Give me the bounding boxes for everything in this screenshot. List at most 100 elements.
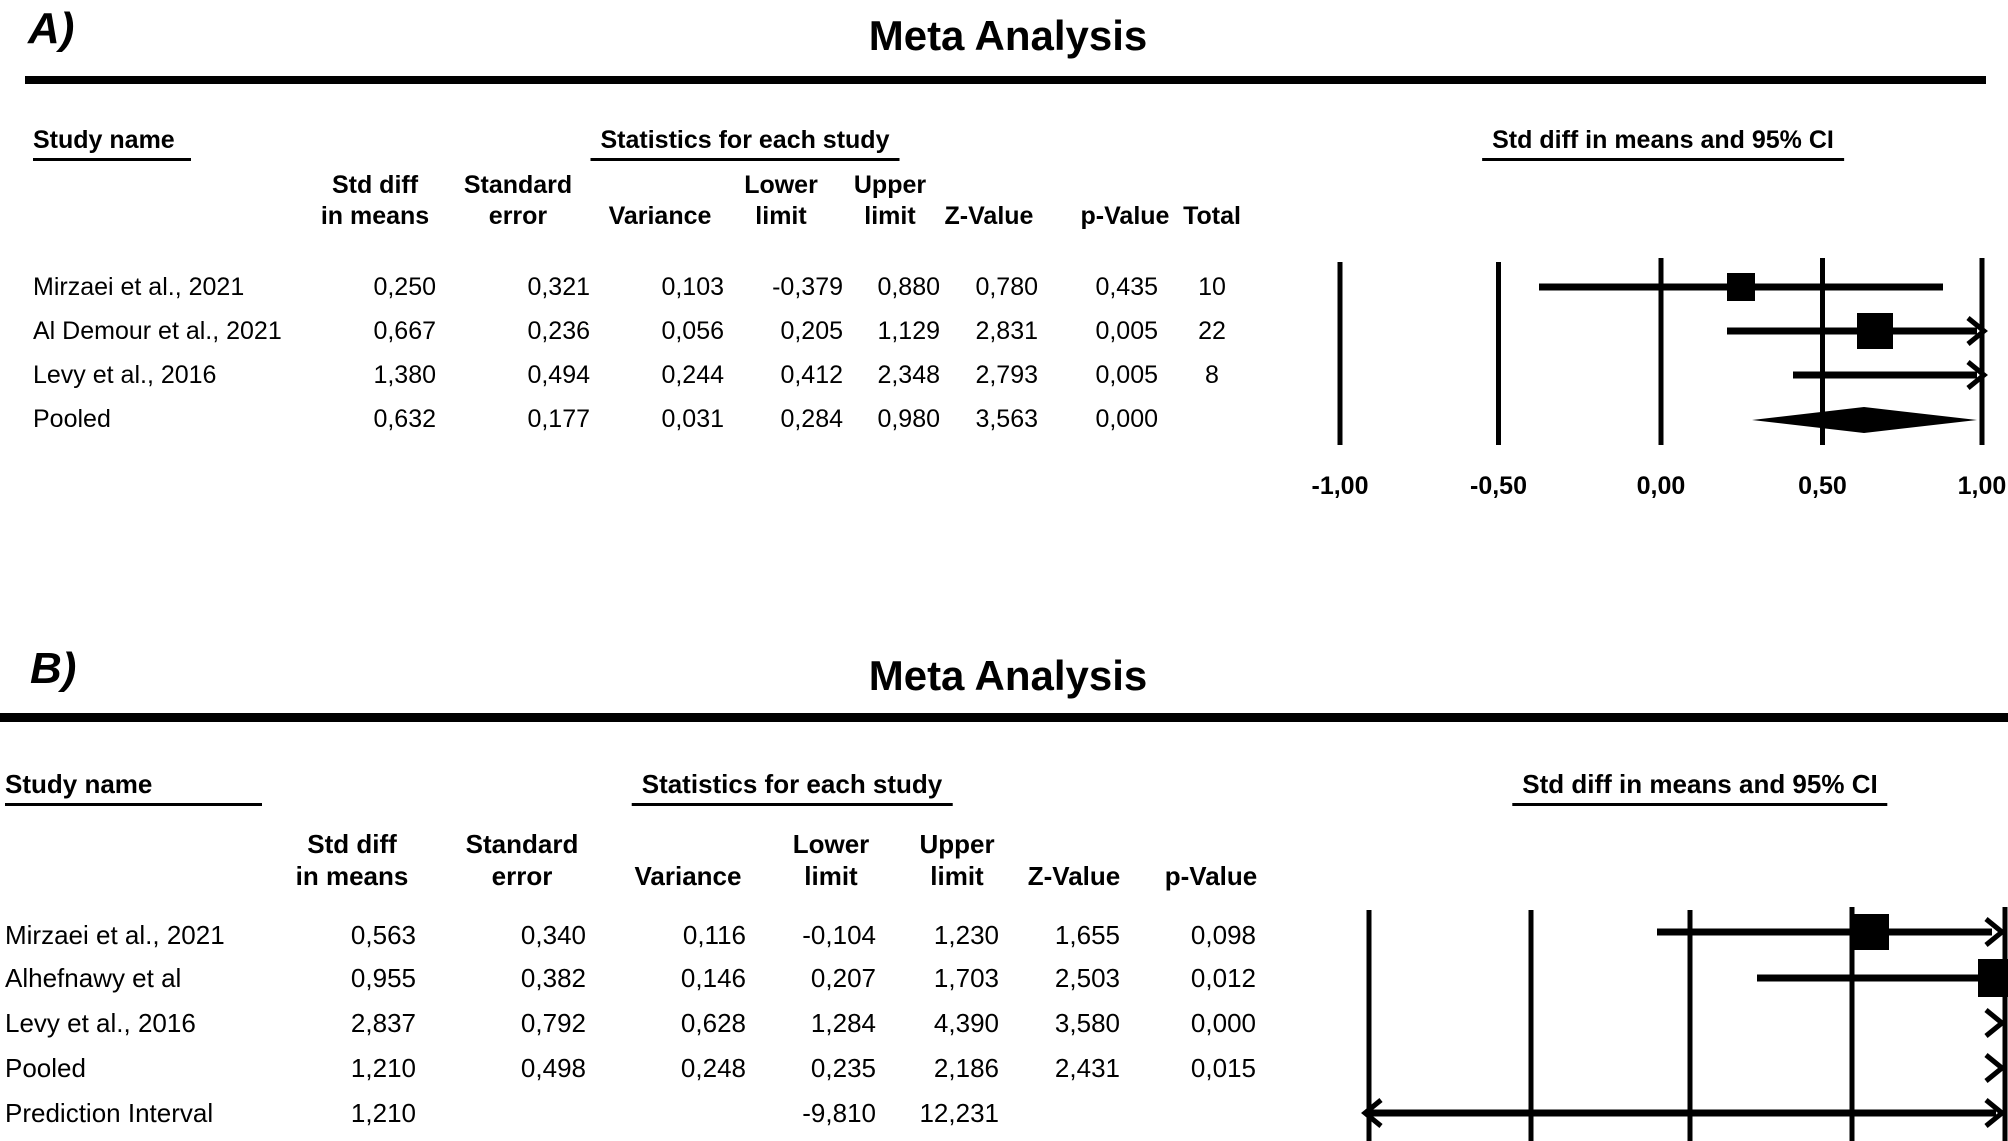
axis-tick-label: -1,00 — [1312, 472, 1369, 500]
lower-limit-value: -0,379 — [772, 273, 843, 301]
column-header-z: Z-Value — [944, 202, 1034, 230]
column-header-upper: Upper limit — [853, 171, 927, 230]
z-value: 2,793 — [975, 361, 1038, 389]
variance-value: 0,056 — [661, 317, 724, 345]
std-err-value: 0,792 — [520, 1008, 586, 1038]
study-name: Prediction Interval — [5, 1098, 214, 1128]
lower-limit-value: 1,284 — [810, 1008, 876, 1038]
lower-limit-value: 0,205 — [780, 317, 843, 345]
column-header-std-err: Standard error — [463, 171, 573, 230]
lower-limit-value: 0,207 — [810, 963, 876, 993]
column-header-lower: Lower limit — [792, 829, 870, 891]
p-value — [1116, 1097, 1256, 1129]
z-value: 2,503 — [1054, 963, 1120, 993]
arrow-right-icon — [1984, 1008, 2006, 1038]
upper-limit-value: 12,231 — [919, 1098, 999, 1128]
z-value: 3,563 — [975, 405, 1038, 433]
std-diff-value: 1,210 — [350, 1053, 416, 1083]
std-err-value: 0,340 — [520, 920, 586, 950]
column-header-p: p-Value — [1080, 202, 1170, 230]
panel-a-title: Meta Analysis — [868, 12, 1148, 59]
total-value — [1162, 403, 1262, 435]
p-value: 0,098 — [1190, 920, 1256, 950]
axis-tick-label: 1,00 — [1958, 472, 2007, 500]
std-diff-value: 1,210 — [350, 1098, 416, 1128]
table-row: Mirzaei et al., 2021 0,563 0,340 0,116 -… — [0, 919, 2008, 951]
p-value: 0,000 — [1095, 405, 1158, 433]
arrow-right-icon — [1966, 360, 1988, 390]
table-row: Alhefnawy et al 0,955 0,382 0,146 0,207 … — [0, 962, 2008, 994]
column-header-total: Total — [1183, 202, 1241, 230]
upper-limit-value: 2,348 — [877, 361, 940, 389]
std-diff-value: 0,667 — [373, 317, 436, 345]
std-err-value: 0,498 — [520, 1053, 586, 1083]
forest-plot-b — [1361, 907, 2008, 1141]
arrow-left-icon — [1361, 1098, 1383, 1128]
z-value — [980, 1097, 1120, 1129]
ci-rows — [1361, 914, 2008, 1128]
std-err-value: 0,321 — [527, 273, 590, 301]
std-err-value: 0,177 — [527, 405, 590, 433]
ci-rows — [1539, 273, 1988, 433]
variance-value: 0,244 — [661, 361, 724, 389]
variance-value: 0,628 — [680, 1008, 746, 1038]
upper-limit-value: 1,703 — [933, 963, 999, 993]
table-row: Prediction Interval 1,210 -9,810 12,231 — [0, 1097, 2008, 1129]
effect-header: Std diff in means and 95% CI — [1482, 126, 1844, 161]
panel-b-label: B) — [30, 644, 77, 693]
upper-limit-value: 4,390 — [933, 1008, 999, 1038]
p-value: 0,005 — [1095, 317, 1158, 345]
table-row: Al Demour et al., 2021 0,667 0,236 0,056… — [0, 315, 2008, 347]
table-row: Mirzaei et al., 2021 0,250 0,321 0,103 -… — [0, 271, 2008, 303]
x-axis-labels: -1,00 -0,50 0,00 0,50 1,00 — [1312, 472, 2007, 500]
z-value: 0,780 — [975, 273, 1038, 301]
lower-limit-value: -9,810 — [802, 1098, 876, 1128]
study-name-header: Study name — [33, 126, 191, 161]
std-diff-value: 1,380 — [373, 361, 436, 389]
std-diff-value: 0,250 — [373, 273, 436, 301]
panel-a-label: A) — [28, 4, 75, 53]
arrow-right-icon — [1984, 917, 2006, 947]
pooled-diamond — [1752, 407, 1977, 433]
z-value: 1,655 — [1054, 920, 1120, 950]
effect-header: Std diff in means and 95% CI — [1512, 769, 1888, 806]
study-name: Mirzaei et al., 2021 — [33, 273, 245, 301]
column-header-z: Z-Value — [1027, 861, 1121, 891]
effect-square — [1727, 273, 1755, 301]
column-header-std-err: Standard error — [465, 829, 579, 891]
total-value: 10 — [1198, 273, 1226, 301]
column-header-std-diff: Std diff in means — [320, 171, 430, 230]
study-name: Al Demour et al., 2021 — [33, 317, 282, 345]
statistics-header: Statistics for each study — [590, 126, 900, 161]
p-value: 0,012 — [1190, 963, 1256, 993]
panel-b-title: Meta Analysis — [868, 652, 1148, 699]
axis-tick-label: 0,00 — [1637, 472, 1686, 500]
table-row: Levy et al., 2016 2,837 0,792 0,628 1,28… — [0, 1007, 2008, 1039]
std-err-value: 0,236 — [527, 317, 590, 345]
study-name: Pooled — [33, 405, 111, 433]
study-name-header: Study name — [5, 769, 263, 806]
z-value: 2,831 — [975, 317, 1038, 345]
column-header-p: p-Value — [1164, 861, 1258, 891]
variance-value: 0,248 — [680, 1053, 746, 1083]
study-name: Pooled — [5, 1053, 86, 1083]
z-value: 2,431 — [1054, 1053, 1120, 1083]
arrow-right-icon — [1984, 1053, 2006, 1083]
p-value: 0,015 — [1190, 1053, 1256, 1083]
std-err-value: 0,382 — [520, 963, 586, 993]
upper-limit-value: 1,230 — [933, 920, 999, 950]
column-header-std-diff: Std diff in means — [295, 829, 409, 891]
table-row: Pooled 0,632 0,177 0,031 0,284 0,980 3,5… — [0, 403, 2008, 435]
variance-value: 0,103 — [661, 273, 724, 301]
std-diff-value: 0,563 — [350, 920, 416, 950]
axis-tick-label: 0,50 — [1798, 472, 1847, 500]
study-name: Mirzaei et al., 2021 — [5, 920, 225, 950]
statistics-header: Statistics for each study — [631, 769, 953, 806]
column-header-lower: Lower limit — [744, 171, 818, 230]
variance-value: 0,116 — [682, 920, 746, 950]
lower-limit-value: 0,284 — [780, 405, 843, 433]
p-value: 0,435 — [1095, 273, 1158, 301]
panel-b-rule — [0, 713, 2008, 722]
study-name: Alhefnawy et al — [5, 963, 182, 993]
